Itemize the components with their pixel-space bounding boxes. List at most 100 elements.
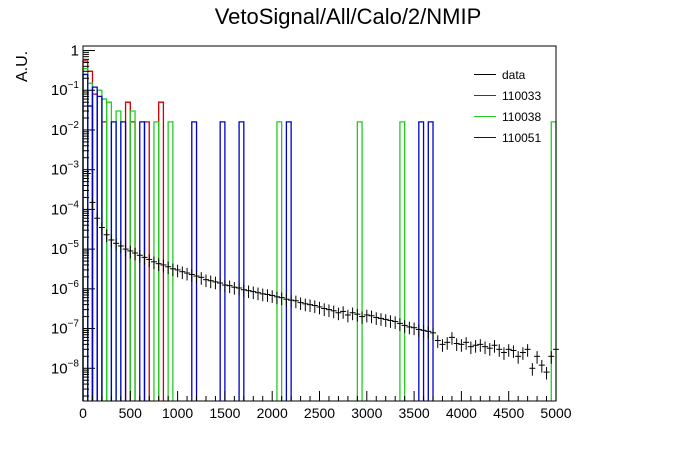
data-point xyxy=(302,298,309,312)
x-tick-label: 0 xyxy=(79,405,87,421)
data-point xyxy=(467,341,474,355)
data-point xyxy=(500,347,507,360)
data-point xyxy=(406,321,413,335)
hist-bin-110033 xyxy=(129,121,136,401)
data-point xyxy=(505,344,512,357)
data-point xyxy=(321,303,328,316)
data-point xyxy=(387,315,394,328)
data-point xyxy=(519,347,526,360)
hist-bin-110038 xyxy=(106,101,113,401)
data-point xyxy=(132,247,139,261)
data-point xyxy=(84,168,91,181)
legend-swatch-110033 xyxy=(474,95,496,96)
data-point xyxy=(231,282,238,295)
data-point xyxy=(510,345,517,358)
data-point xyxy=(396,318,403,331)
data-point xyxy=(273,291,280,305)
data-point xyxy=(288,294,295,308)
hist-bin-110051 xyxy=(427,121,434,401)
legend-swatch-110051 xyxy=(474,137,496,138)
y-tick-label: 10−2 xyxy=(51,120,80,139)
data-point xyxy=(113,238,120,251)
hist-bin-110051 xyxy=(120,121,127,401)
data-point xyxy=(264,289,271,302)
data-point xyxy=(538,359,545,373)
data-point xyxy=(415,324,422,337)
x-tick-label: 2500 xyxy=(304,405,335,421)
data-point xyxy=(430,327,437,341)
data-point xyxy=(245,285,252,299)
x-tick-label: 1500 xyxy=(209,405,240,421)
data-point xyxy=(307,299,314,313)
hist-bin-110038 xyxy=(101,98,108,401)
y-tick-label: 10−3 xyxy=(51,160,80,179)
data-point xyxy=(425,326,432,339)
data-point xyxy=(463,337,470,350)
data-point xyxy=(169,263,176,277)
hist-bin-110038 xyxy=(276,121,283,401)
legend-label-110033: 110033 xyxy=(502,88,542,103)
data-point xyxy=(354,309,361,322)
data-point xyxy=(411,322,418,336)
y-tick-label: 10−5 xyxy=(51,239,80,258)
data-point xyxy=(165,261,172,275)
hist-bin-110033 xyxy=(101,121,108,401)
data-point xyxy=(207,275,214,289)
data-point xyxy=(155,258,162,272)
y-tick-label: 10−8 xyxy=(51,358,80,377)
legend-label-110038: 110038 xyxy=(502,109,542,124)
data-point xyxy=(259,288,266,302)
legend-entry-data: data xyxy=(474,64,562,85)
data-point xyxy=(240,284,247,298)
hist-bin-110051 xyxy=(191,121,198,401)
data-point xyxy=(472,340,479,353)
hist-bin-110033 xyxy=(158,101,165,401)
x-tick-label: 1000 xyxy=(162,405,193,421)
legend: data 110033 110038 110051 xyxy=(474,64,562,148)
data-point xyxy=(434,335,441,348)
data-point xyxy=(377,313,384,326)
data-point xyxy=(122,243,129,257)
data-point xyxy=(534,351,541,364)
data-point xyxy=(174,264,181,278)
hist-bin-110051 xyxy=(418,121,425,401)
legend-swatch-110038 xyxy=(474,116,496,117)
hist-bin-110038 xyxy=(550,121,557,401)
legend-swatch-data xyxy=(474,74,496,75)
hist-bin-110038 xyxy=(96,89,103,401)
data-point xyxy=(217,277,224,291)
data-point xyxy=(103,229,110,243)
data-point xyxy=(368,310,375,324)
data-point xyxy=(486,343,493,356)
data-point xyxy=(150,256,157,270)
data-point xyxy=(349,307,356,321)
legend-entry-110051: 110051 xyxy=(474,127,562,148)
x-tick-label: 5000 xyxy=(540,405,571,421)
data-point xyxy=(316,301,323,315)
data-point xyxy=(146,254,153,267)
hist-bin-110051 xyxy=(285,121,292,401)
data-point xyxy=(529,363,536,376)
data-point xyxy=(98,222,105,235)
data-point xyxy=(226,280,233,294)
x-tick-label: 500 xyxy=(119,405,143,421)
data-point xyxy=(543,366,550,380)
data-point xyxy=(297,297,304,311)
x-tick-label: 4500 xyxy=(493,405,524,421)
data-point xyxy=(491,340,498,353)
data-point xyxy=(193,270,200,284)
data-point xyxy=(444,337,451,350)
data-point xyxy=(382,314,389,327)
data-point xyxy=(89,197,96,210)
data-point xyxy=(311,300,318,313)
data-point xyxy=(439,339,446,352)
y-tick-label: 10−1 xyxy=(51,80,80,99)
data-point xyxy=(179,266,186,280)
hist-bin-110038 xyxy=(115,110,122,401)
data-point xyxy=(335,307,342,321)
legend-entry-110038: 110038 xyxy=(474,106,562,127)
hist-bin-110033 xyxy=(91,93,98,401)
y-tick-label: 10−4 xyxy=(51,199,80,218)
data-point xyxy=(198,272,205,285)
